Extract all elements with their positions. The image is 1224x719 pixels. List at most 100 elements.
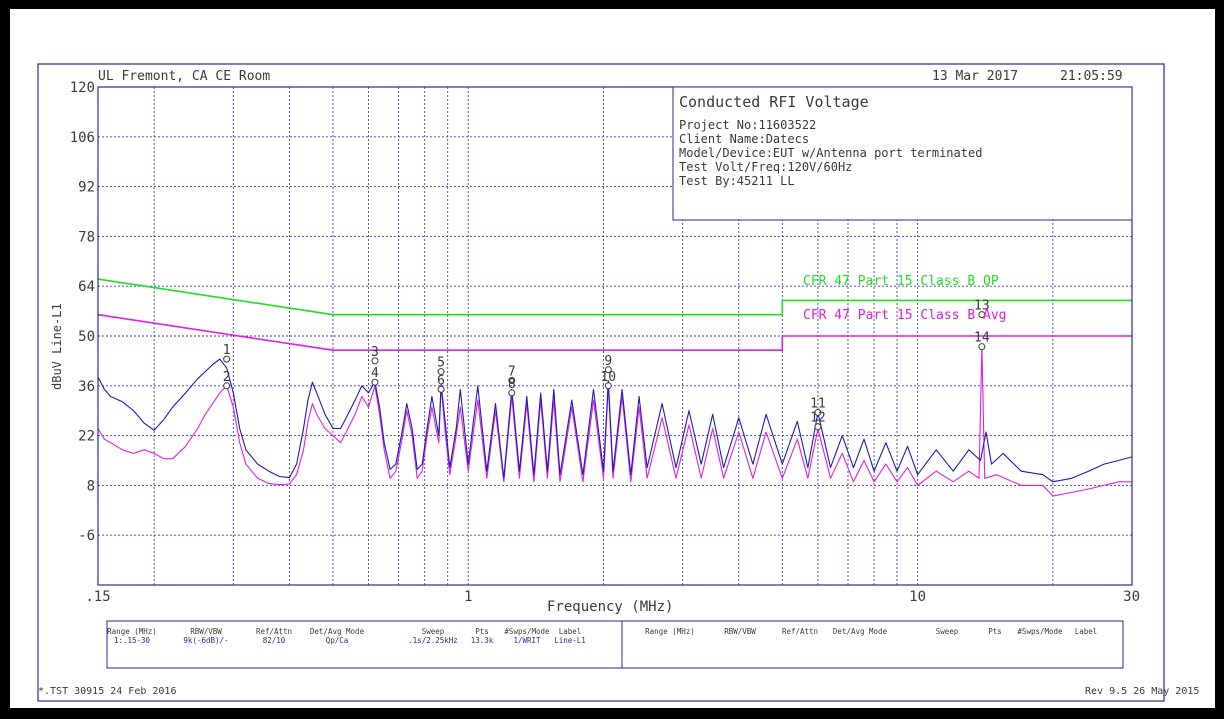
x-axis-title: Frequency (MHz) bbox=[547, 599, 673, 615]
avg-trace-line bbox=[97, 346, 1132, 497]
marker-point bbox=[437, 385, 445, 393]
info-line-test-by: Test By:45211 LL bbox=[679, 174, 795, 188]
x-tick-label: .15 bbox=[85, 589, 110, 605]
settings-header-right: Ref/Attn bbox=[782, 627, 818, 636]
settings-table: Range (MHz)1:.15-30RBW/VBW9k(-6dB)/-Ref/… bbox=[106, 620, 1124, 669]
marker-label: 11 bbox=[810, 396, 826, 411]
y-tick-label: 92 bbox=[78, 180, 95, 196]
settings-value: .1s/2.25kHz bbox=[408, 636, 458, 645]
settings-value: Line-L1 bbox=[554, 636, 586, 645]
marker-point bbox=[223, 382, 231, 390]
y-tick-labels: -6 8 22 36 50 64 78 92 106 120 bbox=[70, 80, 95, 544]
marker-label: 13 bbox=[974, 299, 990, 314]
marker-label: 5 bbox=[437, 356, 445, 371]
marker-point bbox=[814, 423, 822, 431]
marker-label: 12 bbox=[810, 411, 826, 426]
plot-area-border bbox=[97, 86, 1133, 586]
header-date: 13 Mar 2017 bbox=[932, 69, 1018, 84]
settings-right-columns: Range (MHz) RBW/VBW Ref/Attn Det/Avg Mode Sw… bbox=[645, 627, 1097, 636]
footer-right: Rev 9.5 26 May 2015 bbox=[1085, 686, 1199, 697]
settings-value: 82/10 bbox=[263, 636, 286, 645]
settings-value: Qp/Ca bbox=[326, 636, 349, 645]
marker-point bbox=[437, 368, 445, 376]
settings-header-left: Ref/Attn bbox=[256, 627, 292, 636]
marker-label: 10 bbox=[600, 370, 616, 385]
qp-limit-label: CFR 47 Part 15 Class B QP bbox=[803, 274, 999, 289]
settings-header-left: #Swps/Mode bbox=[504, 627, 550, 636]
y-tick-label: 50 bbox=[78, 329, 95, 345]
y-tick-label: 8 bbox=[87, 478, 95, 494]
settings-header-right: Sweep bbox=[936, 627, 959, 636]
settings-value: 1:.15-30 bbox=[114, 636, 151, 645]
settings-header-left: Label bbox=[559, 627, 582, 636]
settings-header-left: Det/Avg Mode bbox=[310, 627, 365, 636]
info-line-client: Client Name:Datecs bbox=[679, 132, 809, 146]
marker-label: 7 bbox=[508, 364, 516, 379]
marker-point bbox=[814, 408, 822, 416]
marker-label: 3 bbox=[371, 345, 379, 360]
marker-point bbox=[604, 366, 612, 374]
settings-header-right: Pts bbox=[988, 627, 1002, 636]
y-tick-label: -6 bbox=[78, 528, 95, 544]
marker-point bbox=[223, 355, 231, 363]
x-tick-label: 10 bbox=[909, 589, 926, 605]
marker-label: 8 bbox=[508, 377, 516, 392]
info-title: Conducted RFI Voltage bbox=[679, 93, 869, 111]
y-tick-label: 36 bbox=[78, 379, 95, 395]
marker-point bbox=[978, 311, 986, 319]
y-axis-title: dBuV Line-L1 bbox=[50, 303, 64, 390]
limit-lines bbox=[97, 278, 1132, 352]
settings-table-frame bbox=[106, 620, 1124, 669]
limit-line bbox=[97, 278, 1132, 316]
info-box: Conducted RFI Voltage Project No:1160352… bbox=[672, 86, 1133, 221]
traces bbox=[97, 346, 1133, 497]
header-location: UL Fremont, CA CE Room bbox=[98, 69, 270, 84]
settings-value: 9k(-6dB)/- bbox=[183, 636, 228, 645]
x-tick-labels: .15 1 10 30 bbox=[85, 589, 1140, 605]
marker-label: 9 bbox=[604, 354, 612, 369]
settings-header-right: Range (MHz) bbox=[645, 627, 695, 636]
marker-label: 6 bbox=[437, 373, 445, 388]
y-tick-label: 64 bbox=[78, 279, 95, 295]
footer-left: *.TST 30915 24 Feb 2016 bbox=[38, 686, 176, 697]
x-tick-label: 1 bbox=[464, 589, 472, 605]
info-line-test-volt: Test Volt/Freq:120V/60Hz bbox=[679, 160, 852, 174]
header-time: 21:05:59 bbox=[1060, 69, 1123, 84]
settings-header-left: Sweep bbox=[422, 627, 445, 636]
marker-point bbox=[508, 389, 516, 397]
y-tick-label: 106 bbox=[70, 130, 95, 146]
settings-value: 13.3k bbox=[471, 636, 494, 645]
avg-limit-label: CFR 47 Part 15 Class B Avg bbox=[803, 308, 1007, 323]
outer-plot-frame bbox=[37, 63, 1165, 702]
x-tick-label: 30 bbox=[1123, 589, 1140, 605]
y-tick-label: 120 bbox=[70, 80, 95, 96]
info-box-frame bbox=[672, 86, 1133, 221]
settings-header-right: Label bbox=[1075, 627, 1098, 636]
qp-trace-line bbox=[97, 358, 1133, 483]
marker-label: 14 bbox=[974, 331, 990, 346]
settings-header-right: RBW/VBW bbox=[724, 627, 756, 636]
y-tick-label: 22 bbox=[78, 429, 95, 445]
marker-point bbox=[371, 378, 379, 386]
marker-label: 2 bbox=[223, 370, 231, 385]
info-line-model: Model/Device:EUT w/Antenna port terminat… bbox=[679, 146, 982, 160]
settings-header-left: RBW/VBW bbox=[190, 627, 222, 636]
marker-point bbox=[371, 357, 379, 365]
marker-label: 4 bbox=[371, 366, 379, 381]
settings-header-left: Range (MHz) bbox=[107, 627, 157, 636]
settings-header-left: Pts bbox=[475, 627, 489, 636]
limit-line bbox=[97, 313, 1132, 352]
y-tick-label: 78 bbox=[78, 229, 95, 245]
marker-point bbox=[978, 343, 986, 351]
marker-point bbox=[508, 376, 516, 384]
settings-value: 1/WRIT bbox=[513, 636, 541, 645]
settings-header-right: Det/Avg Mode bbox=[833, 627, 888, 636]
marker-point bbox=[604, 382, 612, 390]
settings-header-right: #Swps/Mode bbox=[1017, 627, 1063, 636]
marker-label: 1 bbox=[223, 343, 231, 358]
info-line-project: Project No:11603522 bbox=[679, 118, 816, 132]
